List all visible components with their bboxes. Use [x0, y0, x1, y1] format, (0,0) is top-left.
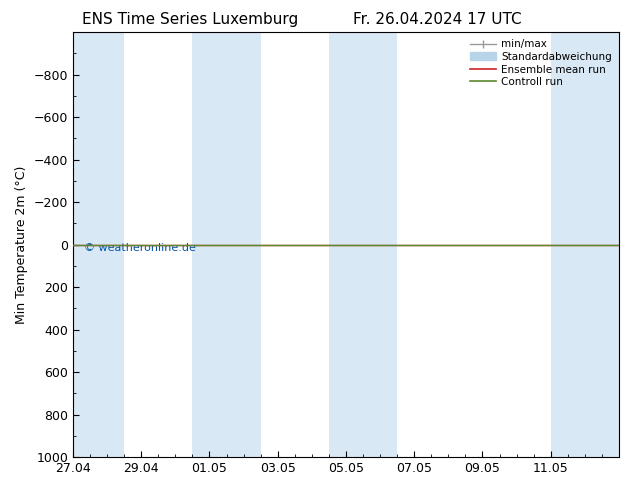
Y-axis label: Min Temperature 2m (°C): Min Temperature 2m (°C) [15, 166, 28, 324]
Text: ENS Time Series Luxemburg: ENS Time Series Luxemburg [82, 12, 299, 27]
Text: Fr. 26.04.2024 17 UTC: Fr. 26.04.2024 17 UTC [353, 12, 522, 27]
Text: © weatheronline.de: © weatheronline.de [84, 243, 196, 252]
Bar [73, 32, 124, 457]
Bar [192, 32, 261, 457]
Bar [329, 32, 397, 457]
Bar [551, 32, 619, 457]
Legend: min/max, Standardabweichung, Ensemble mean run, Controll run: min/max, Standardabweichung, Ensemble me… [468, 37, 614, 89]
